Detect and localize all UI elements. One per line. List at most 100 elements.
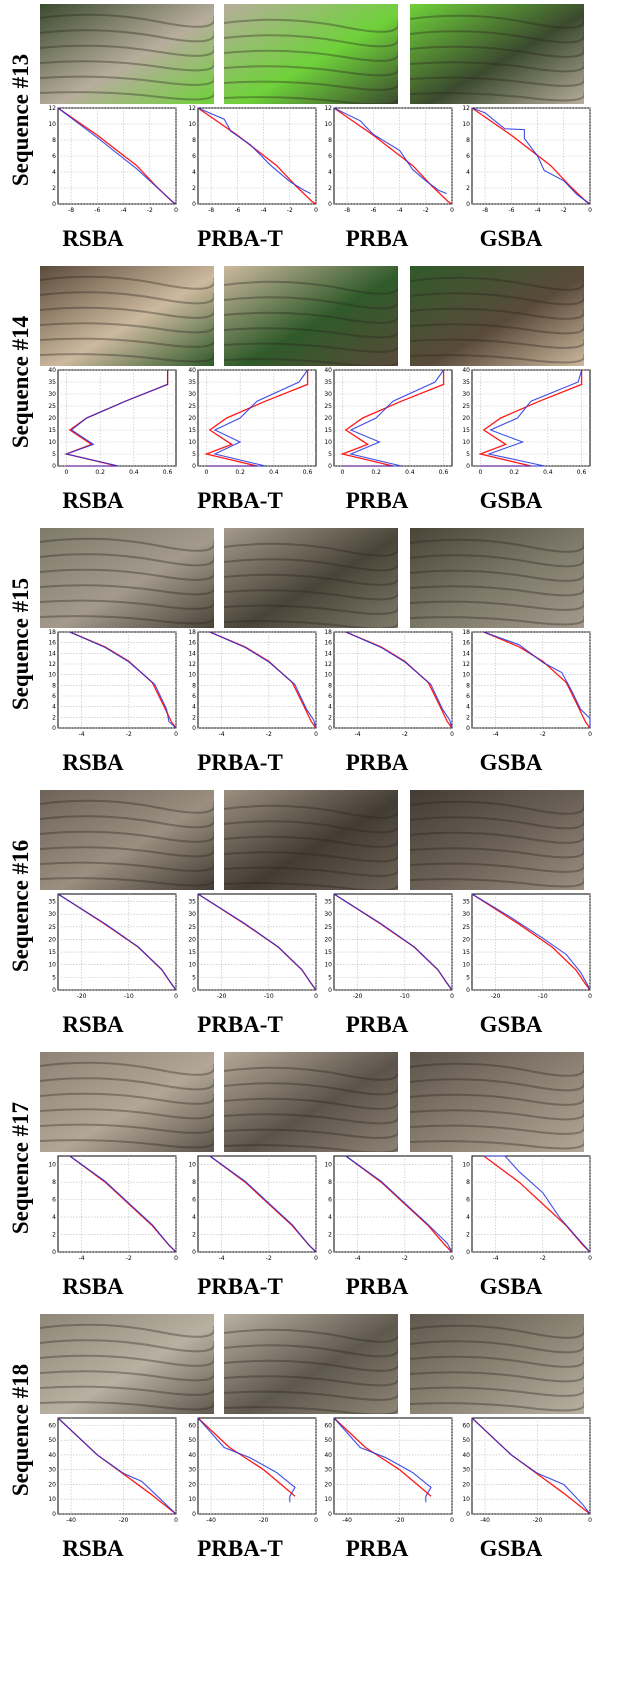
y-tick-label: 2: [328, 714, 332, 721]
y-tick-label: 14: [188, 650, 196, 657]
y-tick-label: 4: [192, 704, 196, 711]
x-tick-label: -4: [79, 1255, 85, 1262]
trajectory-plot: -20 -10 0 0 5 10 15 20 25 30 35: [188, 893, 318, 1000]
plot-frame: [471, 1155, 591, 1253]
estimate-line: [57, 893, 177, 991]
estimate-line: [64, 370, 169, 467]
y-tick-label: 2: [328, 185, 332, 192]
y-tick-label: 14: [324, 650, 332, 657]
y-tick-label: 15: [462, 427, 470, 434]
photo-image: [410, 528, 584, 628]
method-label: PRBA-T: [197, 1012, 283, 1037]
x-tick-label: -20: [395, 1517, 405, 1524]
method-label: RSBA: [62, 1012, 124, 1037]
y-tick-label: 20: [462, 1481, 470, 1488]
estimate-line: [471, 893, 591, 991]
y-tick-label: 35: [462, 899, 470, 906]
y-tick-label: 20: [324, 415, 332, 422]
trajectory-plot: -8 -6 -4 -2 0 0 2 4 6 8 10 12: [188, 105, 318, 214]
sequence-photo: [224, 1052, 414, 1158]
y-tick-label: 10: [462, 439, 470, 446]
y-tick-label: 40: [188, 367, 196, 374]
method-label: PRBA: [345, 1012, 409, 1037]
x-tick-label: 0.4: [405, 469, 415, 476]
y-tick-label: 30: [462, 911, 470, 918]
x-tick-label: 0.6: [577, 469, 587, 476]
y-tick-label: 20: [48, 1481, 56, 1488]
x-tick-label: -10: [538, 993, 548, 1000]
x-tick-label: 0.6: [303, 469, 313, 476]
y-tick-label: 40: [48, 1452, 56, 1459]
estimate-line: [209, 631, 317, 729]
x-tick-label: 0: [450, 993, 454, 1000]
y-tick-label: 10: [48, 439, 56, 446]
y-tick-label: 2: [52, 185, 56, 192]
method-label: PRBA: [345, 1536, 409, 1561]
y-tick-label: 0: [52, 725, 56, 732]
y-tick-label: 10: [188, 672, 196, 679]
y-tick-label: 6: [466, 153, 470, 160]
x-tick-label: -8: [208, 207, 214, 214]
y-tick-label: 5: [328, 974, 332, 981]
method-label: RSBA: [62, 750, 124, 775]
y-tick-label: 15: [188, 949, 196, 956]
y-tick-label: 0: [52, 1249, 56, 1256]
y-tick-label: 25: [188, 403, 196, 410]
y-tick-label: 10: [324, 672, 332, 679]
y-tick-label: 2: [52, 1232, 56, 1239]
y-tick-label: 60: [324, 1422, 332, 1429]
y-tick-label: 0: [52, 987, 56, 994]
estimate-line: [57, 107, 177, 205]
y-tick-label: 10: [188, 1162, 196, 1169]
y-tick-label: 20: [48, 415, 56, 422]
sequence-block: Sequence #18 -40 -20 0 0 10 20 30 40 50 60 RSBA -40-…: [0, 1310, 631, 1572]
x-tick-label: -2: [402, 731, 408, 738]
x-tick-label: 0.2: [371, 469, 381, 476]
y-tick-label: 16: [48, 640, 56, 647]
y-tick-label: 2: [328, 1232, 332, 1239]
x-tick-label: 0: [65, 469, 69, 476]
y-tick-label: 20: [462, 936, 470, 943]
y-tick-label: 10: [324, 439, 332, 446]
x-tick-label: -40: [480, 1517, 490, 1524]
x-tick-label: 0: [588, 993, 592, 1000]
ground-truth-line: [204, 370, 309, 467]
plot-frame: [333, 631, 453, 729]
sequence-label: Sequence #16: [8, 839, 33, 973]
y-tick-label: 50: [462, 1437, 470, 1444]
x-tick-label: -4: [261, 207, 267, 214]
estimate-line: [471, 1417, 591, 1515]
trajectory-plot: -4 -2 0 0 2 4 6 8 10 12 14 16 18: [48, 629, 178, 738]
y-tick-label: 18: [188, 629, 196, 636]
y-tick-label: 0: [328, 1511, 332, 1518]
y-tick-label: 10: [48, 672, 56, 679]
y-tick-label: 0: [192, 1249, 196, 1256]
y-tick-label: 0: [52, 1511, 56, 1518]
y-tick-label: 50: [188, 1437, 196, 1444]
y-tick-label: 12: [48, 105, 56, 112]
y-tick-label: 30: [48, 391, 56, 398]
x-tick-label: -20: [533, 1517, 543, 1524]
x-tick-label: 0: [479, 469, 483, 476]
ground-truth-line: [478, 370, 583, 467]
x-tick-label: 0.6: [439, 469, 449, 476]
sequence-photo: [224, 790, 414, 896]
method-label: PRBA-T: [197, 1274, 283, 1299]
y-tick-label: 40: [188, 1452, 196, 1459]
method-label: PRBA: [345, 226, 409, 251]
y-tick-label: 0: [466, 463, 470, 470]
y-tick-label: 18: [48, 629, 56, 636]
trajectory-plot: -40 -20 0 0 10 20 30 40 50 60: [48, 1417, 178, 1524]
y-tick-label: 4: [466, 1214, 470, 1221]
sequence-label: Sequence #13: [8, 53, 33, 187]
y-tick-label: 15: [48, 949, 56, 956]
y-tick-label: 6: [328, 1197, 332, 1204]
estimate-line: [342, 369, 445, 467]
method-label: GSBA: [479, 750, 543, 775]
photo-image: [40, 1052, 214, 1152]
y-tick-label: 10: [462, 1496, 470, 1503]
y-tick-label: 16: [188, 640, 196, 647]
x-tick-label: -2: [561, 207, 567, 214]
y-tick-label: 18: [324, 629, 332, 636]
photo-image: [410, 790, 584, 890]
